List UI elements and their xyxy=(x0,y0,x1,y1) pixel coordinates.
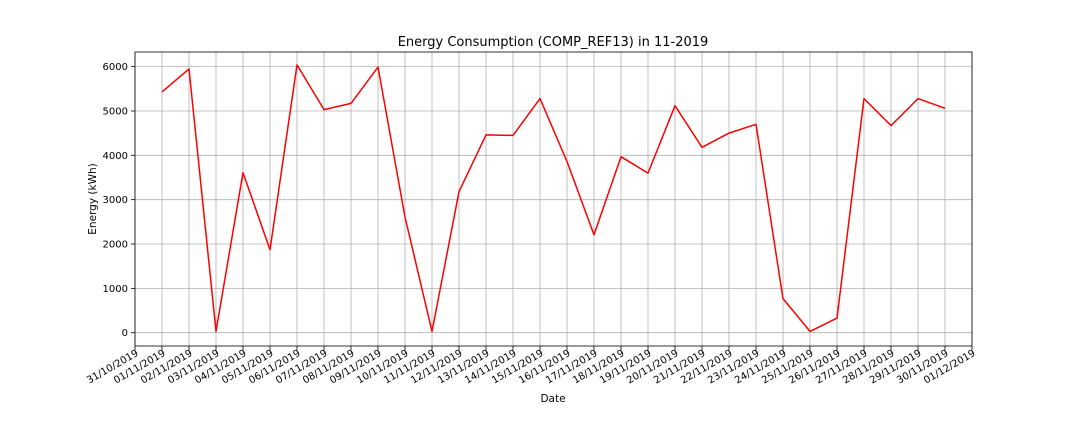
chart-title: Energy Consumption (COMP_REF13) in 11-20… xyxy=(398,35,709,50)
y-tick-label-0: 0 xyxy=(122,328,128,339)
plot-area-frame xyxy=(134,51,973,347)
x-axis-label: Date xyxy=(540,393,565,405)
series-line-0 xyxy=(161,64,946,333)
y-tick-label-4: 4000 xyxy=(103,151,128,162)
grid xyxy=(134,52,973,346)
y-tick-label-3: 3000 xyxy=(103,195,128,206)
y-tick-label-5: 5000 xyxy=(103,106,128,117)
series-layer xyxy=(161,64,946,333)
y-tick-label-6: 6000 xyxy=(103,62,128,73)
y-tick-label-1: 1000 xyxy=(103,284,128,295)
y-tick-label-2: 2000 xyxy=(103,240,128,251)
y-axis-ticks: 0 1000 2000 3000 4000 5000 6000 xyxy=(103,62,135,339)
y-axis-label: Energy (kWh) xyxy=(87,163,99,234)
